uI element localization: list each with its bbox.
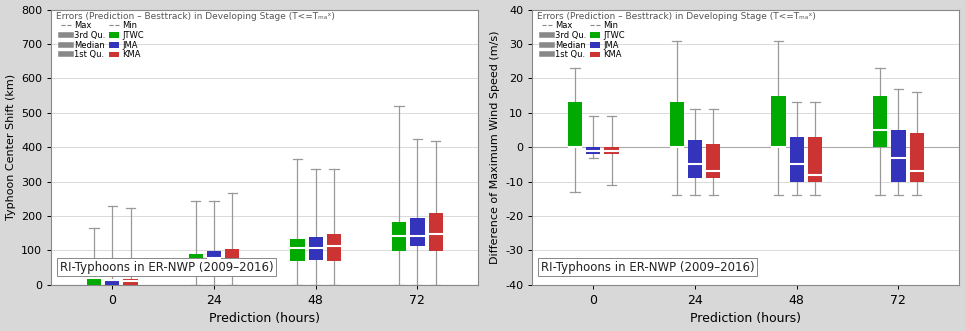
X-axis label: Prediction (hours): Prediction (hours) [690, 312, 801, 325]
Bar [771, 96, 786, 147]
Text: Errors (Prediction – Besttrack) in Developing Stage (T<=Tₘₐˣ): Errors (Prediction – Besttrack) in Devel… [56, 12, 335, 21]
Bar [604, 147, 619, 154]
Bar [410, 218, 425, 246]
Text: RI-Typhoons in ER-NWP (2009–2016): RI-Typhoons in ER-NWP (2009–2016) [540, 261, 755, 274]
Bar [910, 133, 924, 182]
Bar [105, 279, 120, 285]
Bar [706, 144, 721, 178]
Bar [392, 222, 406, 251]
Bar [87, 277, 101, 285]
Bar [428, 213, 443, 251]
Bar [688, 140, 703, 178]
Y-axis label: Typhoon Center Shift (km): Typhoon Center Shift (km) [6, 74, 15, 220]
Bar [586, 147, 600, 154]
Bar [290, 239, 305, 261]
Legend: Max, 3rd Qu., Median, 1st Qu., Min, JTWC, JMA, KMA: Max, 3rd Qu., Median, 1st Qu., Min, JTWC… [540, 19, 626, 61]
X-axis label: Prediction (hours): Prediction (hours) [209, 312, 320, 325]
Bar [188, 254, 203, 268]
Y-axis label: Difference of Maximum Wind Speed (m/s): Difference of Maximum Wind Speed (m/s) [489, 30, 500, 264]
Bar [327, 234, 342, 261]
Bar [892, 130, 905, 182]
Text: Errors (Prediction – Besttrack) in Developing Stage (T<=Tₘₐˣ): Errors (Prediction – Besttrack) in Devel… [537, 12, 815, 21]
Bar [873, 96, 887, 147]
Bar [225, 250, 239, 268]
Bar [567, 103, 582, 147]
Bar [670, 103, 684, 147]
Legend: Max, 3rd Qu., Median, 1st Qu., Min, JTWC, JMA, KMA: Max, 3rd Qu., Median, 1st Qu., Min, JTWC… [60, 19, 145, 61]
Bar [808, 137, 822, 182]
Bar [789, 137, 804, 182]
Bar [207, 251, 221, 268]
Bar [124, 279, 138, 285]
Text: RI-Typhoons in ER-NWP (2009–2016): RI-Typhoons in ER-NWP (2009–2016) [60, 261, 273, 274]
Bar [309, 237, 323, 260]
